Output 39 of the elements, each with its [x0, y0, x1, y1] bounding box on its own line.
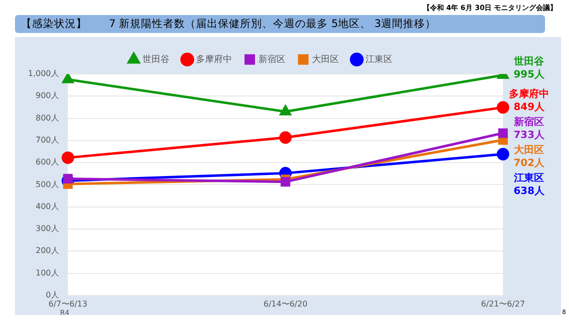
y-tick-label: 600人 — [36, 158, 59, 167]
x-tick-label: 6/14〜6/20 — [263, 299, 308, 308]
legend-label: 多摩府中 — [196, 54, 232, 65]
y-tick-label: 400人 — [36, 202, 59, 211]
legend-label: 新宿区 — [258, 54, 286, 65]
y-tick-label: 0人 — [46, 290, 59, 300]
point — [62, 74, 74, 84]
y-tick-label: 200人 — [36, 246, 59, 256]
legend-label: 江東区 — [365, 54, 392, 65]
point — [62, 151, 74, 164]
y-tick-label: 300人 — [36, 224, 59, 234]
legend-label: 大田区 — [312, 54, 339, 65]
text: 新宿区 — [514, 117, 544, 128]
x-tick-label: 6/21〜6/27 — [481, 299, 525, 308]
point — [279, 131, 292, 144]
data-label: 638人 — [514, 185, 546, 198]
point — [280, 177, 290, 187]
y-tick-label: 800人 — [36, 113, 59, 122]
text: 世田谷 — [514, 56, 544, 68]
x-tick-label: 6/7〜6/13 — [48, 299, 88, 308]
y-tick-label: 500人 — [36, 180, 59, 189]
data-label: 995人 — [514, 68, 546, 81]
text: 江東区 — [514, 173, 544, 184]
text: 多摩府中 — [509, 89, 549, 100]
text: 大田区 — [514, 145, 544, 156]
point — [496, 101, 510, 114]
data-label: 702人 — [514, 157, 546, 170]
point — [498, 128, 508, 138]
chart-title: 【感染状況】 7 新規陽性者数（届出保健所別、今週の最多 5地区、 3週間推移） — [15, 15, 545, 33]
point — [63, 174, 73, 184]
y-tick-label: 700人 — [36, 136, 59, 144]
y-tick-label: 1,000人 — [28, 69, 59, 78]
data-label: 849人 — [514, 101, 546, 114]
point — [280, 105, 292, 116]
y-tick-label: 900人 — [36, 91, 59, 100]
point — [496, 148, 510, 160]
data-label: 733人 — [514, 129, 546, 142]
legend-label: 世田谷 — [142, 54, 170, 65]
y-tick-label: 100人 — [36, 268, 59, 278]
